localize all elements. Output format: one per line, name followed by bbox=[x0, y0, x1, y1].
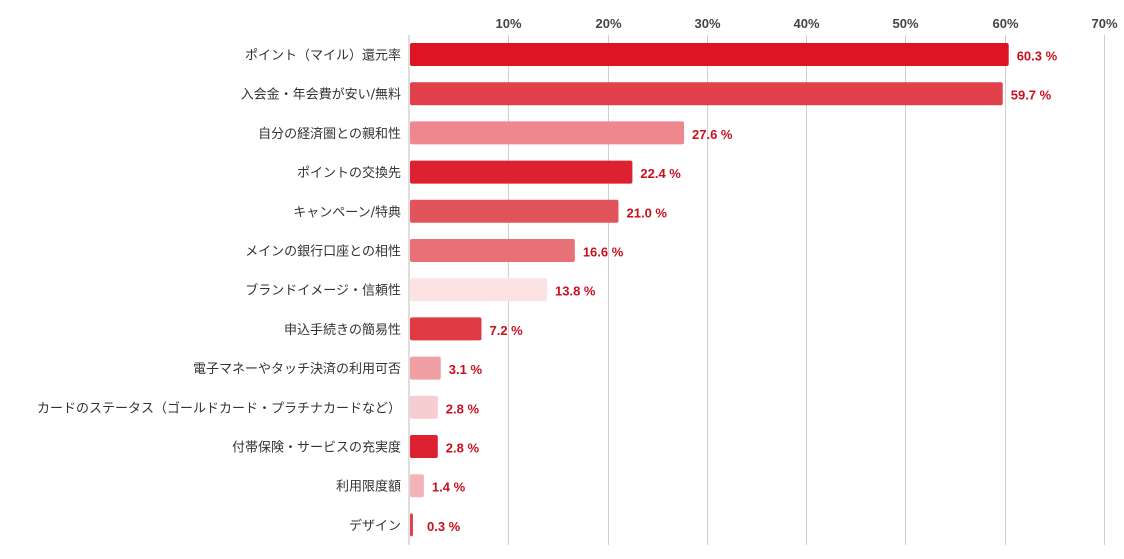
category-label: 申込手続きの簡易性 bbox=[284, 323, 401, 338]
bar bbox=[410, 160, 633, 184]
data-label: 2.8 % bbox=[446, 401, 480, 416]
data-label: 0.3 % bbox=[427, 519, 461, 534]
bar bbox=[410, 435, 438, 458]
category-label: カードのステータス（ゴールドカード・プラチナカードなど） bbox=[37, 400, 401, 416]
category-label: メインの銀行口座との相性 bbox=[245, 245, 401, 260]
x-tick-label: 40% bbox=[793, 16, 819, 31]
bar bbox=[410, 121, 685, 145]
x-tick-label: 20% bbox=[595, 16, 621, 31]
data-label: 59.7 % bbox=[1011, 88, 1052, 103]
x-tick-label: 60% bbox=[992, 16, 1018, 31]
bar bbox=[410, 239, 575, 262]
category-label: キャンペーン/特典 bbox=[293, 205, 401, 220]
bar bbox=[410, 82, 1003, 106]
data-label: 13.8 % bbox=[555, 284, 596, 299]
data-label: 3.1 % bbox=[449, 362, 483, 377]
x-tick-label: 70% bbox=[1091, 16, 1117, 31]
data-label: 27.6 % bbox=[692, 127, 733, 142]
data-label: 7.2 % bbox=[489, 323, 523, 338]
data-label: 60.3 % bbox=[1017, 49, 1058, 64]
category-label: 自分の経済圏との親和性 bbox=[258, 126, 401, 142]
data-label: 22.4 % bbox=[640, 166, 681, 181]
data-label: 1.4 % bbox=[432, 480, 466, 495]
category-label: 入会金・年会費が安い/無料 bbox=[241, 87, 401, 103]
data-labels: 60.3 % 59.7 % 27.6 % 22.4 % 21.0 % 16.6 % 13.8… bbox=[427, 49, 1058, 534]
bar bbox=[410, 278, 548, 302]
bar bbox=[410, 317, 482, 341]
data-label: 21.0 % bbox=[627, 205, 668, 220]
category-label: ポイント（マイル）還元率 bbox=[245, 48, 401, 64]
category-label: 電子マネーやタッチ決済の利用可否 bbox=[193, 361, 401, 377]
data-label: 2.8 % bbox=[446, 441, 480, 456]
bar bbox=[410, 199, 619, 223]
bar bbox=[410, 395, 438, 419]
x-tick-label: 50% bbox=[892, 16, 918, 31]
category-labels: ポイント（マイル）還元率入会金・年会費が安い/無料自分の経済圏との親和性ポイント… bbox=[37, 48, 401, 534]
x-axis-ticks: 10% 20% 30% 40% 50% 60% 70% bbox=[495, 16, 1117, 31]
category-label: ブランドイメージ・信頼性 bbox=[245, 283, 401, 299]
x-tick-label: 30% bbox=[694, 16, 720, 31]
bars bbox=[410, 43, 1009, 537]
x-tick-label: 10% bbox=[495, 16, 521, 31]
category-label: 付帯保険・サービスの充実度 bbox=[232, 440, 401, 456]
bar bbox=[410, 474, 424, 498]
bar bbox=[410, 513, 413, 537]
category-label: 利用限度額 bbox=[336, 479, 401, 495]
bar bbox=[410, 43, 1009, 66]
data-label: 16.6 % bbox=[583, 245, 624, 260]
bar bbox=[410, 356, 441, 380]
category-label: デザイン bbox=[349, 518, 401, 534]
category-label: ポイントの交換先 bbox=[297, 165, 401, 181]
grid-lines bbox=[408, 35, 1105, 545]
